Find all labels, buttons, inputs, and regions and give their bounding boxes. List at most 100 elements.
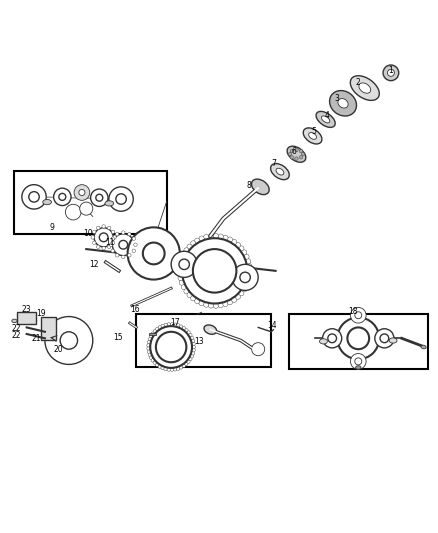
Circle shape	[184, 289, 189, 294]
Circle shape	[380, 334, 389, 343]
Circle shape	[191, 296, 196, 301]
Circle shape	[347, 327, 369, 349]
Circle shape	[208, 233, 214, 239]
Circle shape	[107, 245, 111, 248]
Circle shape	[99, 233, 108, 241]
Circle shape	[158, 326, 162, 329]
Bar	[14, 171, 167, 234]
Circle shape	[388, 69, 394, 76]
Ellipse shape	[303, 128, 322, 144]
Circle shape	[383, 65, 399, 80]
Ellipse shape	[43, 199, 51, 205]
Text: 6: 6	[291, 147, 296, 156]
Circle shape	[127, 254, 131, 257]
Circle shape	[161, 324, 164, 328]
Circle shape	[147, 350, 151, 353]
Circle shape	[187, 293, 192, 297]
Circle shape	[199, 301, 204, 306]
Circle shape	[167, 368, 170, 372]
Ellipse shape	[421, 345, 426, 349]
Circle shape	[111, 249, 114, 253]
Circle shape	[290, 149, 293, 153]
Circle shape	[92, 241, 96, 245]
Circle shape	[218, 303, 223, 308]
Circle shape	[218, 234, 223, 239]
Text: 5: 5	[311, 127, 316, 136]
Circle shape	[244, 254, 249, 259]
Circle shape	[189, 357, 192, 361]
Bar	[17, 312, 36, 324]
Circle shape	[194, 238, 200, 243]
Ellipse shape	[321, 116, 330, 123]
Text: 22: 22	[12, 324, 21, 333]
Ellipse shape	[350, 76, 379, 100]
Circle shape	[187, 331, 190, 334]
Circle shape	[350, 353, 366, 369]
Text: 18: 18	[348, 307, 358, 316]
Circle shape	[290, 156, 293, 159]
Circle shape	[156, 332, 186, 362]
Text: 19: 19	[36, 309, 46, 318]
Text: 14: 14	[267, 321, 277, 330]
Circle shape	[299, 156, 303, 159]
Circle shape	[148, 337, 152, 341]
Ellipse shape	[359, 83, 371, 93]
Circle shape	[161, 366, 164, 370]
Ellipse shape	[320, 339, 327, 344]
Text: 2: 2	[356, 78, 360, 87]
Circle shape	[355, 358, 362, 365]
Circle shape	[149, 335, 153, 338]
Circle shape	[192, 349, 195, 352]
Circle shape	[191, 241, 196, 246]
Circle shape	[192, 342, 195, 345]
Circle shape	[235, 243, 240, 248]
Circle shape	[295, 157, 298, 160]
Circle shape	[350, 308, 366, 323]
Circle shape	[155, 363, 159, 367]
Circle shape	[177, 271, 183, 276]
Circle shape	[213, 233, 219, 239]
Circle shape	[177, 266, 183, 271]
Circle shape	[96, 245, 100, 248]
Circle shape	[116, 194, 126, 204]
Circle shape	[190, 336, 194, 340]
Circle shape	[179, 325, 183, 328]
Circle shape	[173, 368, 177, 371]
Circle shape	[170, 322, 173, 326]
Circle shape	[322, 329, 342, 348]
Circle shape	[91, 189, 108, 206]
Text: 11: 11	[106, 238, 115, 247]
Circle shape	[96, 226, 100, 230]
Circle shape	[204, 302, 209, 307]
Circle shape	[121, 231, 125, 235]
Circle shape	[132, 237, 135, 240]
Circle shape	[170, 368, 173, 372]
Circle shape	[194, 298, 200, 304]
Circle shape	[227, 237, 233, 242]
Text: 7: 7	[272, 159, 276, 168]
Circle shape	[173, 323, 177, 327]
Circle shape	[155, 327, 159, 331]
Circle shape	[116, 254, 119, 257]
Circle shape	[375, 329, 394, 348]
Circle shape	[247, 263, 252, 269]
Ellipse shape	[338, 99, 348, 108]
Circle shape	[190, 354, 194, 358]
Circle shape	[143, 243, 165, 264]
Circle shape	[239, 246, 244, 251]
Circle shape	[178, 276, 183, 281]
Circle shape	[182, 364, 186, 368]
Circle shape	[184, 328, 188, 332]
Circle shape	[92, 230, 96, 233]
Text: 23: 23	[22, 305, 32, 313]
Ellipse shape	[309, 133, 317, 139]
Circle shape	[109, 187, 133, 211]
Circle shape	[182, 238, 247, 303]
Circle shape	[189, 333, 192, 337]
Text: 16: 16	[131, 305, 140, 313]
Circle shape	[240, 272, 251, 282]
Circle shape	[247, 268, 252, 273]
Circle shape	[246, 259, 251, 264]
Circle shape	[177, 324, 180, 327]
Circle shape	[179, 366, 183, 369]
